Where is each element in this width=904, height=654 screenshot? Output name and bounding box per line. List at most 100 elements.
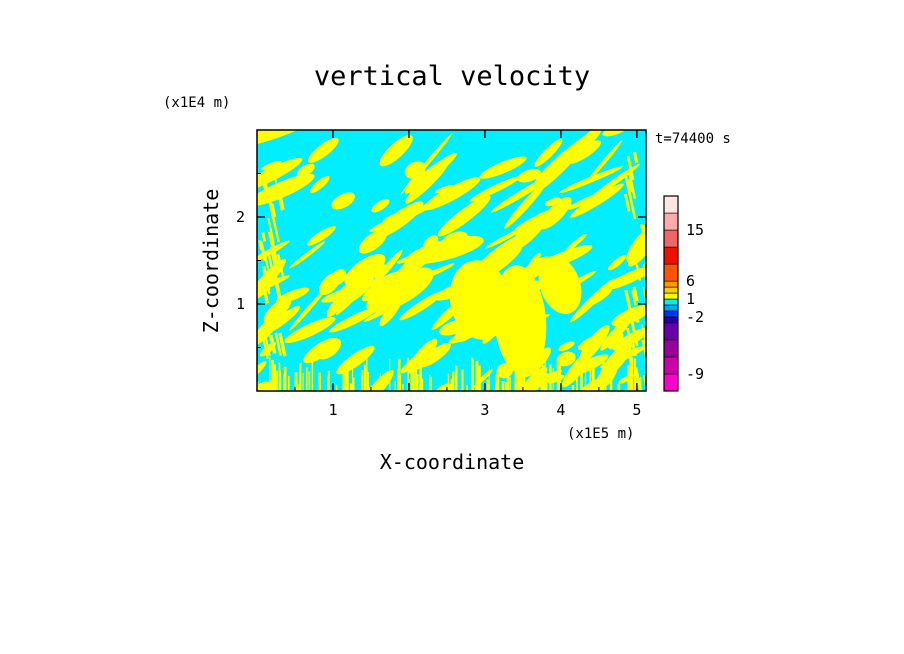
updraft-streak: [571, 385, 575, 391]
updraft-streak: [630, 365, 633, 391]
colorbar-band: [663, 298, 679, 306]
updraft-cell: [307, 137, 339, 163]
updraft-streak: [627, 365, 630, 391]
updraft-streak: [271, 359, 275, 391]
updraft-streak: [419, 356, 422, 391]
colorbar-tick-label: 1: [686, 290, 695, 308]
updraft-streak: [540, 378, 543, 391]
updraft-streak: [276, 370, 278, 391]
updraft-cell: [566, 140, 602, 165]
colorbar-band: [663, 286, 679, 294]
updraft-cell: [587, 140, 623, 182]
updraft-streak: [556, 362, 560, 391]
updraft-streak: [528, 382, 531, 391]
updraft-streak: [477, 365, 481, 391]
colorbar-tick-label: 6: [686, 272, 695, 290]
updraft-streak: [624, 289, 632, 312]
updraft-cell: [422, 177, 481, 211]
updraft-streak: [589, 362, 592, 391]
updraft-streak: [447, 373, 450, 391]
updraft-streak: [541, 385, 543, 391]
updraft-streak: [344, 371, 348, 391]
updraft-streak: [643, 334, 646, 351]
updraft-streak: [541, 365, 545, 391]
updraft-streak: [525, 380, 528, 391]
updraft-cell: [404, 161, 426, 179]
updraft-streak: [471, 357, 473, 391]
y-axis: 12: [236, 173, 646, 348]
updraft-cell: [362, 370, 394, 391]
colorbar-band: [663, 246, 679, 265]
updraft-cell: [329, 307, 378, 333]
colorbar-frame: [663, 195, 679, 392]
updraft-streak: [624, 193, 631, 212]
colorbar-band: [663, 339, 679, 358]
updraft-cell: [381, 212, 409, 228]
updraft-streak: [584, 366, 587, 391]
updraft-streak: [576, 372, 578, 391]
updraft-streak: [311, 359, 314, 391]
updraft-streak: [266, 285, 271, 295]
updraft-streak: [496, 372, 500, 391]
updraft-cell: [558, 166, 623, 194]
colorbar-band: [663, 263, 679, 282]
updraft-streak: [398, 358, 401, 391]
updraft-streak: [617, 384, 621, 391]
updraft-streak: [522, 362, 526, 391]
colorbar-band: [663, 292, 679, 300]
updraft-streak: [271, 165, 278, 184]
updraft-streak: [349, 383, 353, 391]
updraft-streak: [609, 366, 613, 391]
updraft-streak: [352, 366, 354, 391]
updraft-streak: [278, 332, 287, 357]
colorbar-band: [663, 356, 679, 375]
updraft-streak: [267, 218, 275, 244]
updraft-cell: [611, 305, 646, 327]
colorbar-band: [663, 310, 679, 318]
chart-title: vertical velocity: [314, 61, 590, 92]
updraft-cell: [540, 196, 572, 230]
updraft-cell: [257, 157, 303, 193]
updraft-streak: [601, 360, 605, 391]
updraft-streak: [475, 360, 479, 391]
updraft-streak: [634, 380, 637, 391]
updraft-cell: [628, 242, 646, 267]
updraft-cell: [434, 184, 454, 194]
updraft-streak: [273, 222, 280, 243]
updraft-streak: [471, 358, 474, 391]
updraft-cell: [607, 255, 627, 271]
updraft-cell: [336, 345, 375, 375]
updraft-cell: [504, 180, 548, 229]
updraft-streak: [269, 334, 277, 354]
updraft-streak: [627, 303, 632, 313]
updraft-streak: [629, 358, 631, 391]
updraft-cell: [296, 163, 315, 178]
colorbar-band: [663, 316, 679, 324]
updraft-streak: [379, 373, 381, 391]
updraft-streak: [630, 320, 639, 347]
updraft-streak: [517, 362, 520, 391]
updraft-streak: [302, 372, 304, 391]
updraft-streak: [261, 280, 269, 304]
updraft-streak: [552, 368, 554, 391]
updraft-streak: [364, 365, 366, 391]
updraft-cell: [538, 255, 582, 315]
updraft-cell: [558, 341, 575, 352]
updraft-cell: [275, 287, 310, 304]
updraft-cell: [419, 342, 452, 368]
updraft-cell: [316, 338, 342, 360]
updraft-cell: [284, 316, 336, 344]
updraft-streak: [257, 381, 259, 391]
updraft-cell: [289, 241, 326, 269]
updraft-streak: [420, 378, 424, 391]
updraft-streak: [452, 371, 455, 391]
updraft-streak: [633, 358, 636, 391]
updraft-streak: [361, 369, 364, 391]
x-axis-title: X-coordinate: [380, 450, 525, 474]
updraft-streak: [429, 374, 431, 391]
updraft-streak: [630, 340, 637, 357]
updraft-streak: [277, 254, 285, 279]
updraft-streak: [402, 384, 404, 391]
updraft-streak: [397, 368, 399, 391]
y-unit-label: (x1E4 m): [163, 95, 230, 111]
